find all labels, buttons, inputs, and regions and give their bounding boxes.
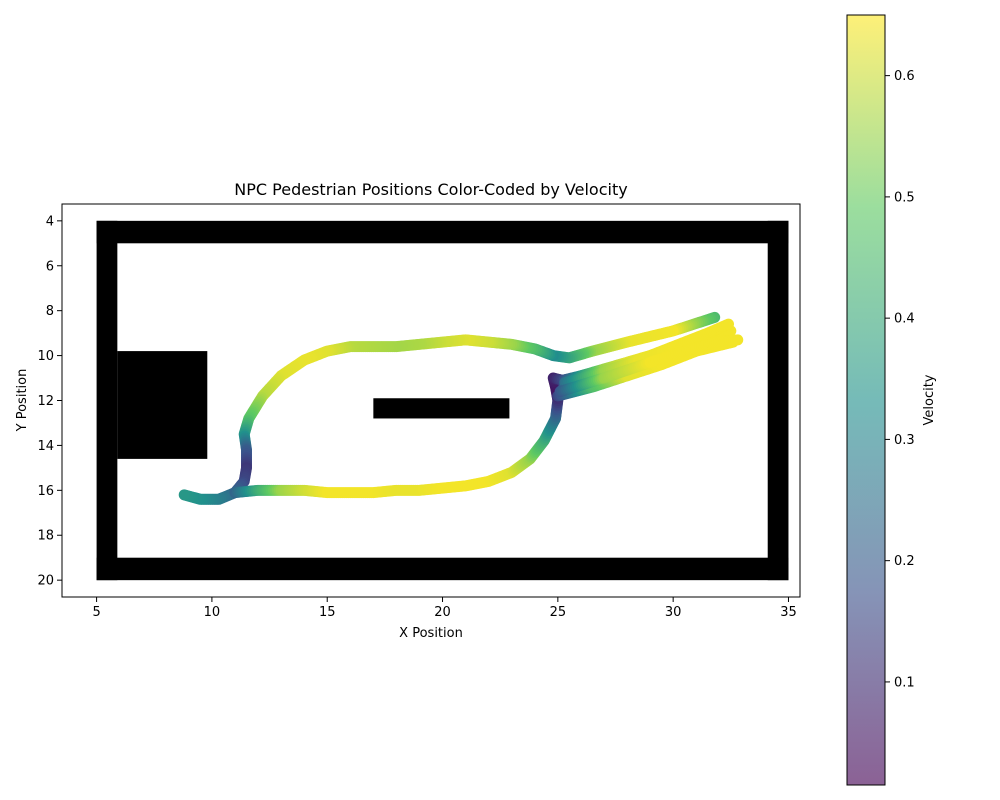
colorbar: 0.1 0.2 0.3 0.4 0.5 0.6 Velocity bbox=[846, 14, 937, 786]
x-tick-label: 35 bbox=[780, 605, 797, 620]
obstacle-center-bar bbox=[373, 398, 510, 419]
colorbar-ticks: 0.1 0.2 0.3 0.4 0.5 0.6 bbox=[885, 69, 915, 690]
colorbar-tick-label: 0.6 bbox=[894, 69, 915, 84]
colorbar-label: Velocity bbox=[922, 374, 937, 425]
y-tick-label: 18 bbox=[37, 529, 54, 544]
y-tick-label: 6 bbox=[46, 259, 54, 274]
y-axis-ticks: 4 6 8 10 12 14 16 18 20 bbox=[37, 214, 62, 589]
y-tick-label: 8 bbox=[46, 304, 54, 319]
y-tick-label: 4 bbox=[46, 214, 54, 229]
y-tick-label: 12 bbox=[37, 394, 54, 409]
trajectory-upper-loop bbox=[178, 311, 721, 505]
y-tick-label: 20 bbox=[37, 574, 54, 589]
x-tick-label: 25 bbox=[550, 605, 567, 620]
obstacle-layer bbox=[96, 220, 789, 581]
obstacle-left-wall bbox=[96, 220, 118, 581]
x-tick-label: 10 bbox=[204, 605, 221, 620]
colorbar-tick-label: 0.3 bbox=[894, 433, 915, 448]
trajectory-point bbox=[178, 489, 190, 501]
colorbar-tick-label: 0.4 bbox=[894, 312, 915, 327]
y-tick-label: 14 bbox=[37, 439, 54, 454]
x-tick-label: 20 bbox=[434, 605, 451, 620]
x-tick-label: 5 bbox=[92, 605, 100, 620]
trajectory-point bbox=[723, 318, 735, 330]
trajectory-point bbox=[732, 334, 744, 346]
obstacle-right-wall bbox=[767, 220, 789, 581]
colorbar-tick-label: 0.1 bbox=[894, 675, 915, 690]
y-axis-label: Y Position bbox=[15, 369, 30, 433]
chart-title: NPC Pedestrian Positions Color-Coded by … bbox=[234, 180, 627, 199]
obstacle-bottom-wall bbox=[96, 557, 789, 581]
x-tick-label: 15 bbox=[319, 605, 336, 620]
colorbar-gradient bbox=[847, 15, 885, 785]
obstacle-top-wall bbox=[96, 220, 789, 244]
obstacle-left-block bbox=[117, 351, 208, 459]
colorbar-frame bbox=[846, 14, 886, 786]
x-tick-label: 30 bbox=[665, 605, 682, 620]
colorbar-tick-label: 0.5 bbox=[894, 190, 915, 205]
y-tick-label: 10 bbox=[37, 349, 54, 364]
colorbar-tick-label: 0.2 bbox=[894, 554, 915, 569]
trajectory-exit-fan-4 bbox=[554, 334, 744, 398]
x-axis-ticks: 5 10 15 20 25 30 35 bbox=[92, 597, 797, 620]
trajectory-points-layer bbox=[178, 311, 744, 505]
x-axis-label: X Position bbox=[399, 626, 463, 641]
y-tick-label: 16 bbox=[37, 484, 54, 499]
